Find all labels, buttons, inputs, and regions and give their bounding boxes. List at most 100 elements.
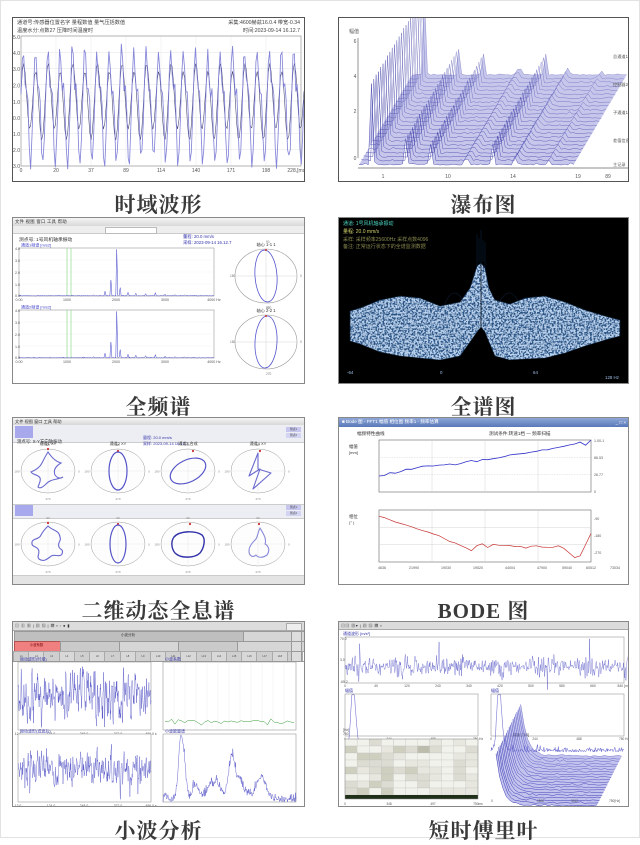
svg-text:1.0: 1.0 <box>15 345 20 349</box>
svg-text:20: 20 <box>53 168 59 174</box>
svg-text:4.0: 4.0 <box>13 51 20 57</box>
svg-text:128 Hz: 128 Hz <box>605 375 619 380</box>
svg-text:2.0: 2.0 <box>13 84 20 90</box>
svg-text:-65.2: -65.2 <box>340 680 348 684</box>
svg-text:580: 580 <box>559 684 565 688</box>
svg-text:6: 6 <box>354 39 357 45</box>
svg-text:180: 180 <box>230 274 236 278</box>
svg-text:86.53: 86.53 <box>594 456 603 460</box>
svg-text:4: 4 <box>354 74 357 80</box>
svg-text:14: 14 <box>510 174 516 180</box>
svg-text:1: 1 <box>382 174 385 180</box>
svg-text:幅值: 幅值 <box>349 443 358 450</box>
svg-text:-90: -90 <box>594 517 599 521</box>
svg-text:19: 19 <box>575 174 581 180</box>
svg-text:0.00: 0.00 <box>16 360 23 364</box>
svg-text:4000 Hz: 4000 Hz <box>207 360 221 364</box>
svg-text:496.0 s: 496.0 s <box>145 804 156 807</box>
svg-text:47900: 47900 <box>537 566 547 570</box>
svg-text:主记录: 主记录 <box>613 161 626 167</box>
svg-text:3.0: 3.0 <box>15 259 20 263</box>
svg-text:2: 2 <box>354 109 357 115</box>
svg-text:90: 90 <box>266 306 270 310</box>
svg-text:37: 37 <box>88 168 94 174</box>
svg-text:12.0: 12.0 <box>15 804 22 807</box>
svg-text:通道3 合成: 通道3 合成 <box>178 440 197 446</box>
svg-text:-2.0: -2.0 <box>13 148 20 154</box>
svg-text:3.0: 3.0 <box>340 658 345 662</box>
svg-text:488: 488 <box>576 737 582 741</box>
svg-text:89: 89 <box>123 168 129 174</box>
svg-text:通道2 XY: 通道2 XY <box>110 440 127 446</box>
svg-text:0.00: 0.00 <box>16 298 23 302</box>
svg-text:2000: 2000 <box>112 298 120 302</box>
svg-text:小波系数: 小波系数 <box>165 656 181 662</box>
svg-text:500: 500 <box>528 684 534 688</box>
svg-text:(° ): (° ) <box>349 520 355 525</box>
svg-text:振动波形(滤波后): 振动波形(滤波后) <box>20 728 51 734</box>
svg-text:3.0: 3.0 <box>13 67 20 73</box>
svg-text:2.0: 2.0 <box>15 333 20 337</box>
svg-text:248.0: 248.0 <box>80 804 89 807</box>
svg-text:270: 270 <box>266 372 272 376</box>
svg-text:660: 660 <box>590 684 596 688</box>
svg-text:小波能量谱: 小波能量谱 <box>165 728 185 734</box>
svg-text:240: 240 <box>435 684 441 688</box>
svg-text:0: 0 <box>344 802 346 806</box>
svg-text:40: 40 <box>374 684 378 688</box>
svg-text:180: 180 <box>230 340 236 344</box>
svg-text:差值信息: 差值信息 <box>613 137 629 144</box>
svg-text:4.0: 4.0 <box>15 309 20 313</box>
svg-text:750 Hz: 750 Hz <box>619 737 629 741</box>
svg-text:70.0: 70.0 <box>340 637 347 641</box>
svg-text:3.0: 3.0 <box>15 321 20 325</box>
svg-text:通道4 XY: 通道4 XY <box>250 440 267 446</box>
svg-text:通道2频谱 [m/s2]: 通道2频谱 [m/s2] <box>21 304 51 310</box>
svg-text:64: 64 <box>533 370 538 375</box>
svg-text:0: 0 <box>354 156 357 162</box>
svg-text:1000: 1000 <box>63 298 71 302</box>
svg-text:1.0: 1.0 <box>15 283 20 287</box>
svg-text:4000 Hz: 4000 Hz <box>207 298 221 302</box>
svg-text:59040: 59040 <box>562 566 572 570</box>
svg-text:通道1 XY: 通道1 XY <box>40 440 57 446</box>
svg-text:372.0: 372.0 <box>114 804 123 807</box>
svg-text:4636: 4636 <box>378 566 386 570</box>
svg-text:2000: 2000 <box>112 360 120 364</box>
svg-text:90: 90 <box>266 240 270 244</box>
svg-text:0: 0 <box>300 274 302 278</box>
svg-text:124.0: 124.0 <box>47 804 56 807</box>
svg-text:3000: 3000 <box>161 360 169 364</box>
svg-text:497: 497 <box>430 802 436 806</box>
svg-text:1.0: 1.0 <box>13 100 20 106</box>
svg-text:60512: 60512 <box>586 566 596 570</box>
svg-text:3012: 3012 <box>571 799 578 803</box>
svg-text:0.0: 0.0 <box>13 116 20 122</box>
svg-text:-270: -270 <box>594 551 601 555</box>
svg-text:89: 89 <box>605 174 611 180</box>
svg-text:子通道1: 子通道1 <box>613 109 629 116</box>
svg-text:750: 750 <box>343 732 349 736</box>
svg-text:340: 340 <box>466 684 472 688</box>
svg-text:0: 0 <box>300 340 302 344</box>
svg-text:228,[ms]: 228,[ms] <box>287 168 305 174</box>
svg-text:1000: 1000 <box>63 360 71 364</box>
svg-text:0: 0 <box>490 737 492 741</box>
svg-text:2.0: 2.0 <box>15 271 20 275</box>
svg-text:750[Hz]: 750[Hz] <box>609 799 620 803</box>
svg-text:0: 0 <box>440 370 443 375</box>
svg-text:幅值: 幅值 <box>349 28 359 35</box>
svg-text:198: 198 <box>262 168 271 174</box>
svg-text:1500: 1500 <box>537 799 544 803</box>
svg-text:0: 0 <box>20 168 23 174</box>
svg-text:相位: 相位 <box>349 513 358 520</box>
svg-text:244: 244 <box>532 737 538 741</box>
svg-text:171: 171 <box>227 168 236 174</box>
svg-text:140: 140 <box>192 168 201 174</box>
svg-text:0: 0 <box>594 490 596 494</box>
svg-text:840 [ms]: 840 [ms] <box>617 684 629 688</box>
svg-text:44004: 44004 <box>505 566 515 570</box>
svg-text:幅值: 幅值 <box>345 687 353 693</box>
svg-text:-1.0: -1.0 <box>13 132 20 138</box>
svg-text:21990: 21990 <box>409 566 419 570</box>
